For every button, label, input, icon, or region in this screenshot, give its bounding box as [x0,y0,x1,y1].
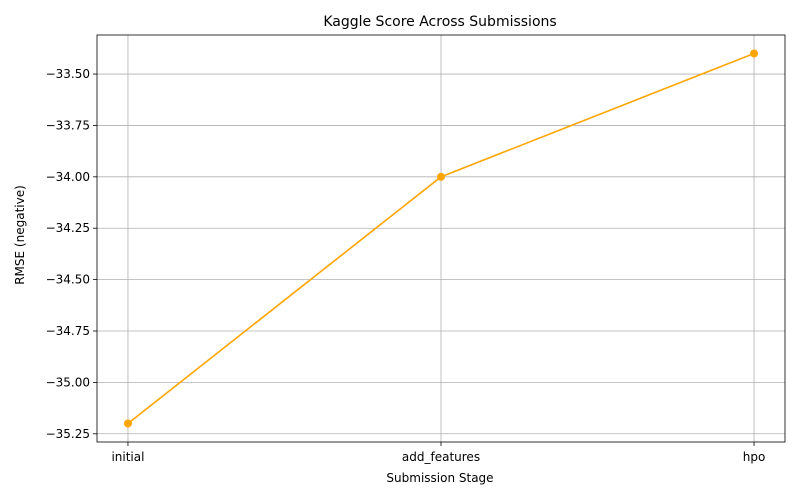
y-tick-label: −34.25 [46,221,90,235]
y-tick-label: −35.00 [46,375,90,389]
y-tick-label: −34.75 [46,324,90,338]
axis-ticks: initial add_features hpo −35.25 −35.00 −34.75… [46,67,766,464]
x-tick-label: hpo [743,450,766,464]
y-axis-label: RMSE (negative) [13,185,27,285]
chart-title: Kaggle Score Across Submissions [323,14,556,30]
data-point [123,419,132,428]
y-tick-label: −34.50 [46,273,90,287]
series-layer [123,49,759,428]
data-point [437,172,445,181]
data-point [750,49,759,58]
y-tick-label: −33.50 [46,67,90,81]
x-tick-label: add_features [402,450,480,464]
y-tick-label: −33.75 [46,118,90,132]
y-tick-label: −34.00 [46,170,90,184]
x-axis-label: Submission Stage [386,471,493,485]
x-tick-label: initial [111,450,144,464]
y-tick-label: −35.25 [46,427,90,441]
